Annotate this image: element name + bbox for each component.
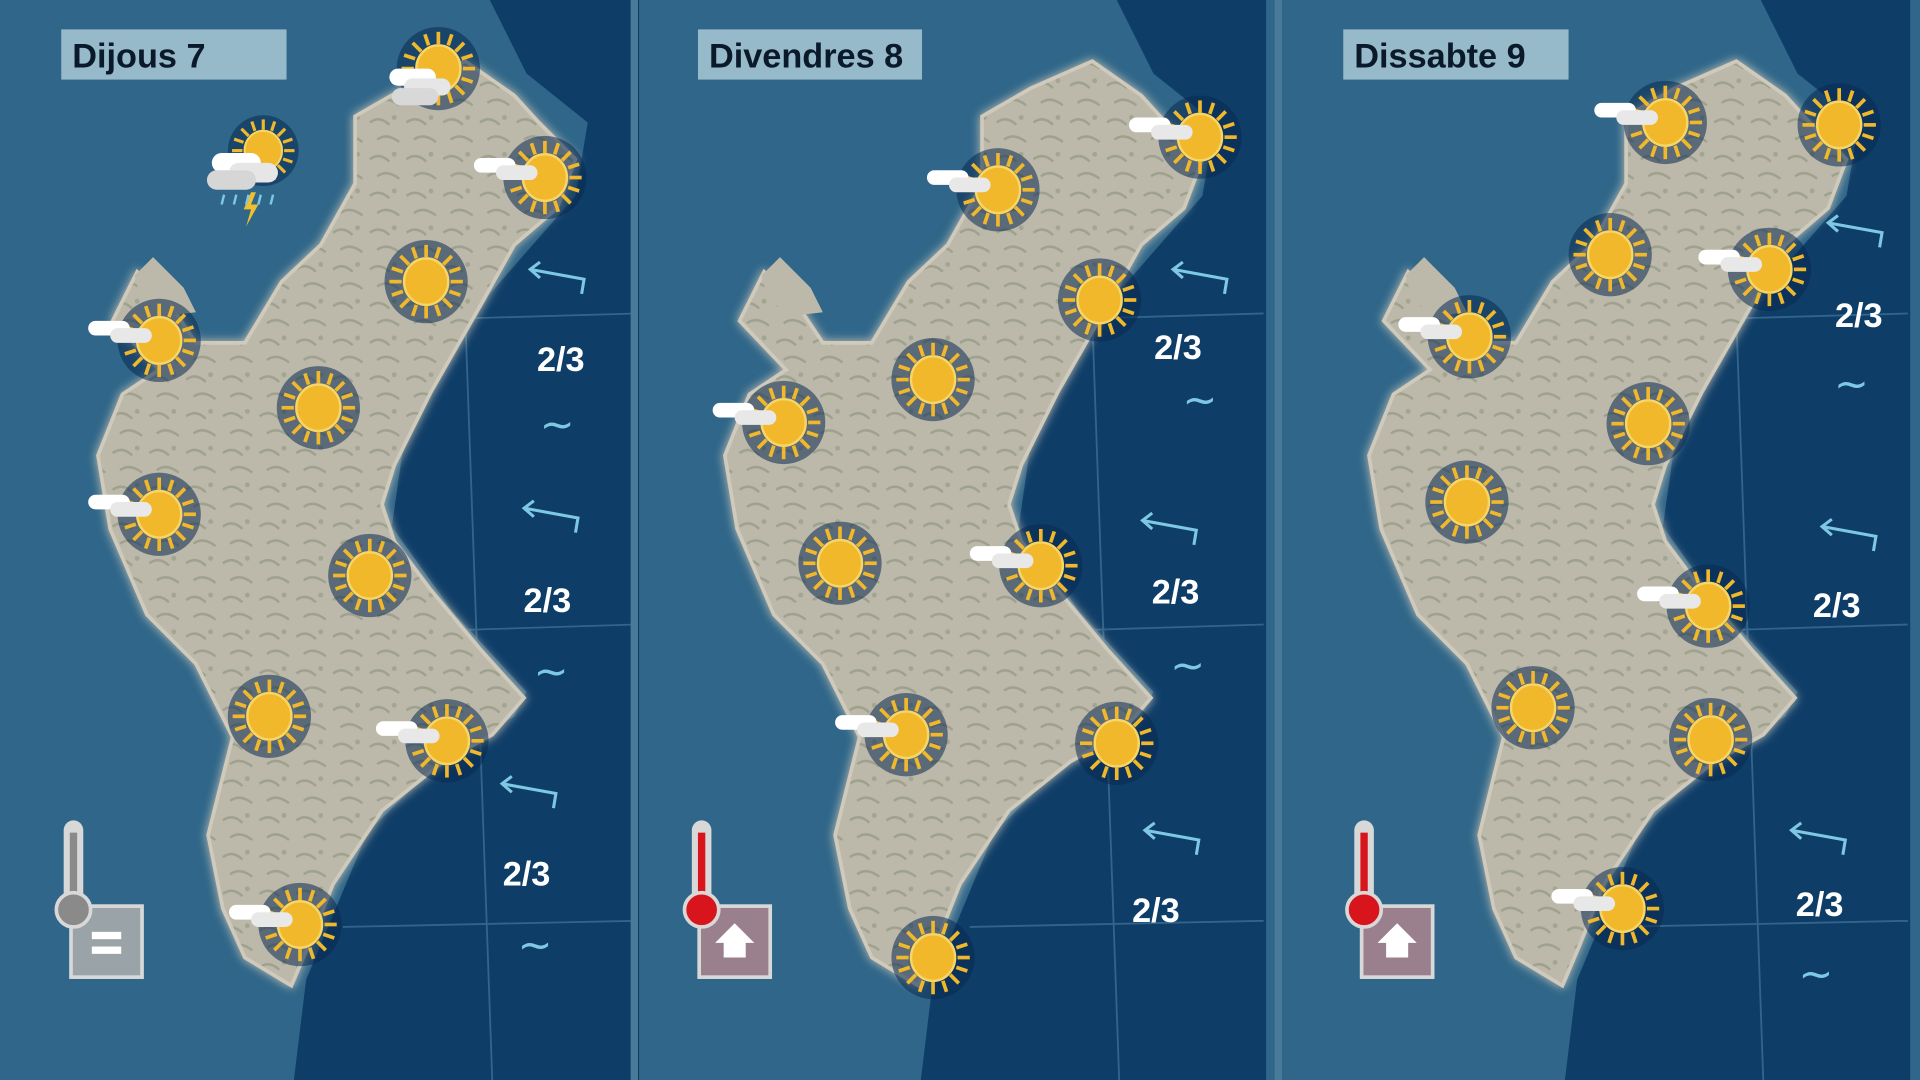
wave-height-label: 2/3: [524, 582, 572, 620]
cloudy-sun-icon: [389, 25, 482, 113]
equal-icon: [91, 931, 122, 940]
wind-arrow-icon: [1825, 214, 1884, 248]
thermometer-red-up-icon: [682, 820, 773, 979]
sun-icon: [1423, 458, 1511, 546]
thermometer-red-up-icon: [1345, 820, 1435, 979]
sun-icon: [274, 364, 362, 452]
day-title-text: Divendres 8: [709, 37, 903, 75]
sea-state-icon: ~: [1183, 375, 1218, 424]
sun-icon: [1667, 696, 1755, 784]
sea-state-icon: ~: [540, 399, 575, 448]
wave-height-label: 2/3: [1813, 587, 1861, 625]
wave-height-label: 2/3: [1154, 329, 1202, 367]
sun-icon: [889, 914, 977, 1002]
thermometer-grey-equal-icon: [54, 820, 144, 979]
sea-state: 2/3 ~: [499, 775, 558, 969]
day-title-text: Dijous 7: [72, 37, 205, 75]
wind-arrow-icon: [499, 775, 558, 809]
forecast-panel-3: Dissabte 9 2/3 ~2/3 2/3 ~: [1343, 0, 1911, 1080]
panel-divider: [630, 0, 638, 1080]
storm-icon: [206, 113, 301, 227]
sea-state: 2/3 ~: [1154, 260, 1229, 424]
sun-icon: [382, 238, 470, 326]
wind-arrow-icon: [1788, 821, 1848, 855]
forecast-panel-2: Divendres 8 2/3 ~2/3 ~2/3: [682, 0, 1267, 1080]
sun-icon: [225, 672, 313, 760]
sea-state: 2/3 ~: [521, 499, 580, 696]
day-title: Dijous 7: [61, 29, 287, 80]
panel-divider: [1274, 0, 1283, 1080]
day-title-text: Dissabte 9: [1354, 37, 1525, 75]
wind-arrow-icon: [1819, 517, 1878, 552]
wave-height-label: 2/3: [1796, 886, 1844, 924]
sun-icon: [1795, 81, 1883, 169]
sea-state-icon: ~: [1834, 359, 1869, 408]
sun-icon: [1056, 256, 1144, 344]
sea-state-icon: ~: [1170, 641, 1205, 690]
sun-icon: [1604, 380, 1692, 468]
deep-sea: [1564, 0, 1911, 1080]
sea-state: 2/3 ~: [527, 260, 586, 448]
forecast-panel-1: Dijous 7 2/3 ~2/3 ~2/3 ~: [54, 0, 640, 1080]
wave-height-label: 2/3: [537, 341, 585, 379]
day-title: Divendres 8: [697, 29, 923, 80]
sea-state: 2/3 ~: [1140, 511, 1205, 690]
wind-arrow-icon: [1170, 260, 1229, 295]
sun-icon: [326, 532, 414, 619]
sun-icon: [1489, 664, 1577, 752]
sea-state-icon: ~: [518, 920, 553, 969]
wind-arrow-icon: [1140, 511, 1199, 546]
arrow-up-icon: [1377, 923, 1417, 958]
sun-icon: [796, 519, 884, 607]
sea-state: 2/3: [1132, 821, 1201, 930]
sun-icon: [1073, 699, 1161, 787]
wave-height-label: 2/3: [1835, 297, 1883, 335]
sea-state: 2/3 ~: [1825, 214, 1884, 408]
sea-state: 2/3: [1813, 517, 1878, 625]
wave-height-label: 2/3: [1152, 574, 1200, 612]
wave-height-label: 2/3: [503, 855, 551, 893]
island: [761, 257, 823, 316]
sea-state-icon: ~: [534, 647, 569, 696]
day-title: Dissabte 9: [1343, 29, 1569, 80]
sun-icon: [1566, 211, 1654, 299]
wind-arrow-icon: [527, 260, 586, 295]
sun-icon: [889, 336, 977, 424]
wind-arrow-icon: [521, 499, 580, 533]
sea-state-icon: ~: [1798, 949, 1833, 998]
arrow-up-icon: [715, 923, 755, 958]
deep-sea: [293, 0, 640, 1080]
wave-height-label: 2/3: [1132, 892, 1180, 930]
sea-state: 2/3 ~: [1788, 821, 1848, 998]
wind-arrow-icon: [1142, 821, 1201, 855]
